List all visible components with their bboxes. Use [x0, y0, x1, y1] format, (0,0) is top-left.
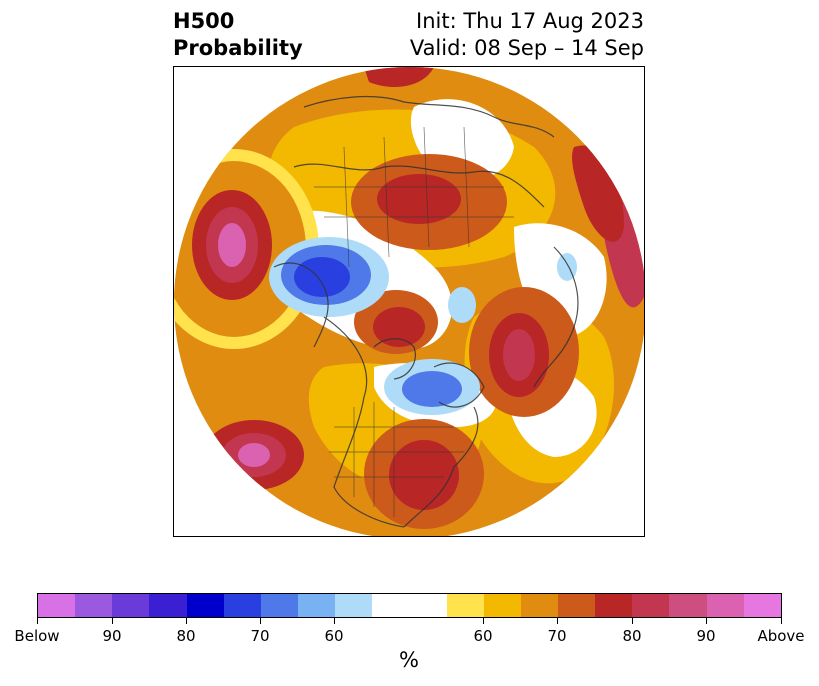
colorbar-tick — [112, 618, 113, 624]
colorbar-segment — [706, 594, 744, 617]
colorbar-segment — [112, 594, 150, 617]
colorbar-segment — [186, 594, 224, 617]
colorbar-segment — [297, 594, 336, 617]
colorbar-tick — [483, 618, 484, 624]
colorbar-unit-label: % — [399, 648, 419, 672]
colorbar-segment — [557, 594, 596, 617]
title-variable: H500 — [173, 9, 235, 33]
colorbar-segment — [483, 594, 521, 617]
colorbar-tick — [334, 618, 335, 624]
colorbar-tick — [37, 618, 38, 624]
title-product: Probability — [173, 36, 303, 60]
colorbar-tick-label: 80 — [622, 627, 642, 645]
colorbar-segment — [520, 594, 558, 617]
colorbar-segment — [372, 594, 447, 617]
colorbar-segment — [743, 594, 781, 617]
colorbar-tick — [706, 618, 707, 624]
colorbar-segment — [632, 594, 670, 617]
colorbar-tick — [781, 618, 782, 624]
colorbar-segment — [335, 594, 373, 617]
colorbar-segment — [260, 594, 298, 617]
title-left: H500 Probability — [173, 8, 303, 62]
colorbar-segment — [223, 594, 261, 617]
colorbar — [37, 593, 782, 618]
colorbar-tick — [632, 618, 633, 624]
colorbar-tick-label: 60 — [473, 627, 493, 645]
colorbar-tick — [557, 618, 558, 624]
colorbar-tick — [186, 618, 187, 624]
colorbar-segment — [75, 594, 113, 617]
colorbar-segment — [38, 594, 76, 617]
colorbar-tick-label: 70 — [250, 627, 270, 645]
title-init-date: Init: Thu 17 Aug 2023 — [416, 9, 644, 33]
title-valid-range: Valid: 08 Sep – 14 Sep — [409, 36, 644, 60]
colorbar-tick-label: 70 — [547, 627, 567, 645]
colorbar-segment — [149, 594, 187, 617]
colorbar-segment — [446, 594, 484, 617]
colorbar-tick-label: 90 — [696, 627, 716, 645]
title-right: Init: Thu 17 Aug 2023 Valid: 08 Sep – 14… — [410, 8, 644, 62]
colorbar-segment — [595, 594, 633, 617]
colorbar-tick-label: 80 — [176, 627, 196, 645]
colorbar-tick-label: 90 — [102, 627, 122, 645]
probability-map — [174, 67, 644, 536]
colorbar-tick-label: Above — [757, 627, 805, 645]
colorbar-segment — [669, 594, 707, 617]
map-panel — [173, 66, 645, 537]
colorbar-tick — [260, 618, 261, 624]
colorbar-tick-label: 60 — [324, 627, 344, 645]
colorbar-tick-label: Below — [14, 627, 60, 645]
